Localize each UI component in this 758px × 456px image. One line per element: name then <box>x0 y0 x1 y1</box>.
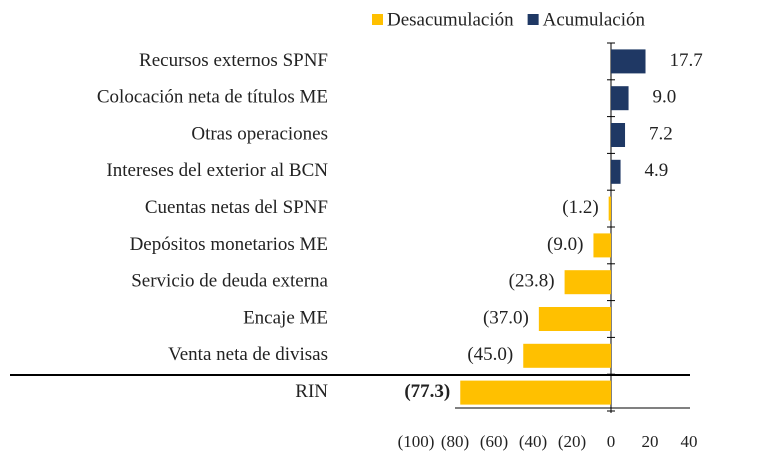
legend-swatch <box>527 14 539 25</box>
value-label: (9.0) <box>547 234 583 255</box>
bar <box>593 233 611 258</box>
legend-label: Acumulación <box>543 9 646 30</box>
value-label: 7.2 <box>649 123 673 144</box>
value-label: (77.3) <box>404 381 450 402</box>
bar <box>523 343 611 368</box>
rin-label: RIN <box>295 381 328 402</box>
bar <box>538 307 611 331</box>
x-tick-label: 40 <box>681 432 698 451</box>
category-label: Intereses del exterior al BCN <box>106 160 328 181</box>
bar <box>611 86 629 111</box>
value-label: (45.0) <box>467 344 513 365</box>
bar <box>460 380 611 405</box>
category-label: Servicio de deuda externa <box>131 271 328 292</box>
x-tick-label: (100) <box>398 432 435 451</box>
bar <box>564 270 611 295</box>
category-label: Colocación neta de títulos ME <box>97 87 328 108</box>
value-label: (1.2) <box>562 197 598 218</box>
category-label: Depósitos monetarios ME <box>130 234 328 255</box>
x-tick-label: (20) <box>558 432 586 451</box>
x-tick-label: 0 <box>607 432 616 451</box>
bar <box>611 123 626 147</box>
x-tick-label: (80) <box>441 432 469 451</box>
value-label: 17.7 <box>670 50 703 71</box>
value-label: (23.8) <box>509 271 555 292</box>
x-tick-label: (40) <box>519 432 547 451</box>
x-tick-label: 20 <box>642 432 659 451</box>
category-label: Venta neta de divisas <box>168 344 328 365</box>
bar <box>608 196 611 221</box>
category-label: Encaje ME <box>243 307 328 328</box>
value-label: (37.0) <box>483 307 529 328</box>
category-label: Otras operaciones <box>191 123 328 144</box>
legend-label: Desacumulación <box>387 9 514 30</box>
legend-swatch <box>372 14 383 25</box>
value-label: 4.9 <box>645 160 669 181</box>
category-label: Recursos externos SPNF <box>139 50 328 71</box>
value-label: 9.0 <box>653 87 677 108</box>
bar <box>611 159 621 184</box>
category-label: Cuentas netas del SPNF <box>145 197 328 218</box>
bar <box>611 49 646 74</box>
x-tick-label: (60) <box>480 432 508 451</box>
